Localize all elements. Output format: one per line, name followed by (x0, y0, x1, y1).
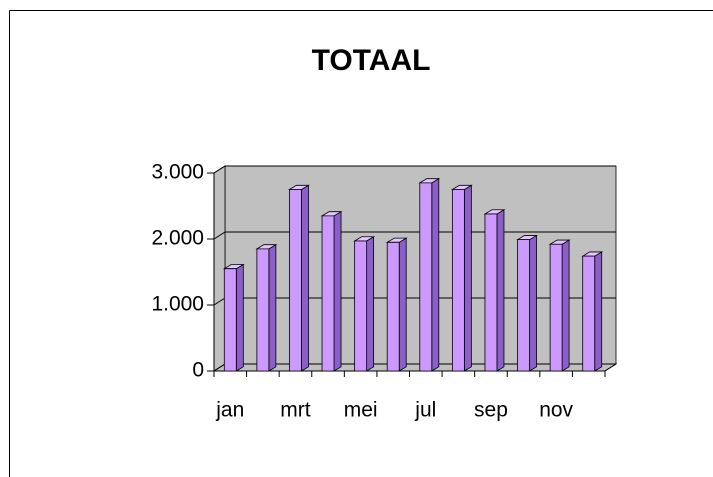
bar (581, 251, 604, 372)
bar (483, 209, 506, 372)
x-axis (604, 363, 617, 372)
chart-title: TOTAAL (312, 44, 431, 77)
y-tick-label: 0 (192, 359, 204, 382)
x-tick-label: mrt (280, 399, 310, 422)
grid-line (213, 165, 226, 174)
y-tick-label: 1.000 (151, 293, 204, 316)
side-wall (213, 165, 226, 372)
y-tick-label: 2.000 (151, 227, 204, 250)
bar (385, 237, 408, 372)
bar (288, 184, 310, 372)
bar (516, 234, 538, 372)
bar (418, 177, 441, 372)
bar (255, 243, 278, 372)
grid-line (213, 297, 226, 306)
grid-line (213, 231, 226, 240)
x-tick-label: mei (344, 399, 378, 422)
bar (353, 236, 376, 372)
bar (222, 263, 245, 372)
y-tick-label: 3.000 (151, 161, 204, 184)
bar (548, 239, 571, 372)
bar (320, 210, 343, 372)
x-tick-label: jul (414, 399, 436, 422)
x-tick-label: jan (215, 399, 244, 422)
grid-line (213, 363, 226, 372)
bar (450, 184, 473, 372)
x-tick-label: nov (539, 399, 573, 422)
x-tick-label: sep (474, 399, 508, 422)
